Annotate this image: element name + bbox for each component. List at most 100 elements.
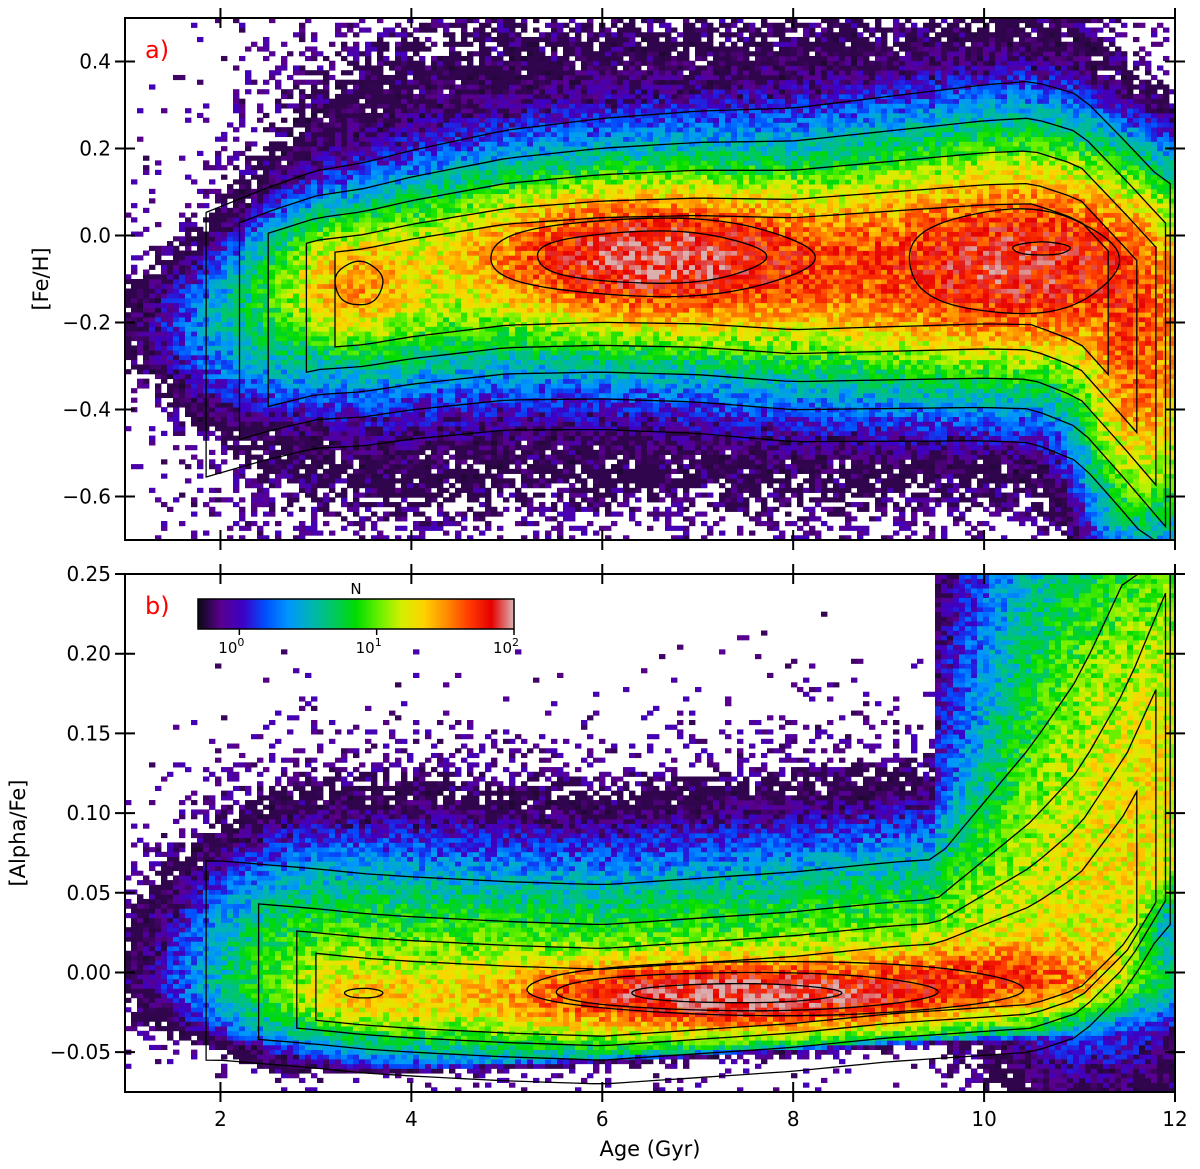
heatmap-cell (191, 512, 197, 517)
heatmap-cell (131, 307, 137, 312)
heatmap-cell (239, 122, 245, 127)
heatmap-cell (143, 312, 149, 317)
heatmap-cell (245, 322, 251, 327)
heatmap-cell (215, 279, 221, 284)
heatmap-cell (131, 293, 137, 298)
heatmap-cell (137, 341, 143, 346)
heatmap-cell (191, 227, 197, 232)
heatmap-cell (149, 336, 155, 341)
heatmap-cell (209, 222, 215, 227)
heatmap-cell (257, 284, 263, 289)
heatmap-cell (215, 388, 221, 393)
heatmap-cell (215, 165, 221, 170)
heatmap-cell (179, 345, 185, 350)
heatmap-cell (263, 440, 269, 445)
heatmap-cell (209, 369, 215, 374)
heatmap-cell (143, 303, 149, 308)
heatmap-cell (161, 246, 167, 251)
heatmap-cell (227, 526, 233, 531)
heatmap-cell (215, 331, 221, 336)
heatmap-cell (227, 208, 233, 213)
heatmap-cell (161, 336, 167, 341)
heatmap-cell (227, 388, 233, 393)
heatmap-cell (251, 322, 257, 327)
heatmap-cell (215, 317, 221, 322)
heatmap-cell (185, 402, 191, 407)
heatmap-cell (245, 208, 251, 213)
heatmap-cell (221, 417, 227, 422)
heatmap-cell (245, 307, 251, 312)
heatmap-cell (233, 421, 239, 426)
heatmap-cell (179, 326, 185, 331)
heatmap-cell (221, 440, 227, 445)
heatmap-cell (131, 270, 137, 275)
heatmap-cell (197, 203, 203, 208)
heatmap-cell (137, 364, 143, 369)
heatmap-cell (185, 288, 191, 293)
heatmap-cell (221, 232, 227, 237)
heatmap-cell (137, 307, 143, 312)
heatmap-cell (257, 531, 263, 536)
heatmap-cell (185, 241, 191, 246)
heatmap-cell (245, 288, 251, 293)
heatmap-cell (179, 293, 185, 298)
heatmap-cell (221, 350, 227, 355)
heatmap-cell (185, 345, 191, 350)
heatmap-cell (131, 398, 137, 403)
heatmap-cell (179, 312, 185, 317)
heatmap-cell (131, 350, 137, 355)
heatmap-cell (251, 279, 257, 284)
heatmap-cell (185, 331, 191, 336)
heatmap-cell (197, 402, 203, 407)
heatmap-cell (215, 383, 221, 388)
heatmap-cell (173, 374, 179, 379)
heatmap-cell (233, 279, 239, 284)
heatmap-cell (251, 284, 257, 289)
heatmap-cell (179, 270, 185, 275)
heatmap-cell (191, 455, 197, 460)
heatmap-cell (209, 241, 215, 246)
heatmap-cell (263, 521, 269, 526)
heatmap-cell (251, 360, 257, 365)
heatmap-cell (251, 407, 257, 412)
heatmap-cell (179, 493, 185, 498)
heatmap-cell (197, 383, 203, 388)
heatmap-cell (185, 222, 191, 227)
heatmap-cell (197, 260, 203, 265)
heatmap-cell (167, 374, 173, 379)
heatmap-cell (209, 179, 215, 184)
heatmap-cell (179, 222, 185, 227)
heatmap-cell (149, 293, 155, 298)
heatmap-cell (209, 279, 215, 284)
heatmap-cell (137, 317, 143, 322)
heatmap-cell (161, 521, 167, 526)
heatmap-cell (167, 412, 173, 417)
heatmap-cell (173, 360, 179, 365)
heatmap-cell (191, 388, 197, 393)
heatmap-cell (155, 312, 161, 317)
heatmap-cell (203, 531, 209, 536)
heatmap-cell (215, 260, 221, 265)
heatmap-cell (227, 341, 233, 346)
heatmap-cell (227, 336, 233, 341)
heatmap-cell (221, 279, 227, 284)
heatmap-cell (167, 260, 173, 265)
heatmap-cell (245, 260, 251, 265)
heatmap-cell (155, 284, 161, 289)
heatmap-cell (173, 251, 179, 256)
heatmap-cell (221, 274, 227, 279)
heatmap-cell (257, 369, 263, 374)
heatmap-cell (221, 194, 227, 199)
heatmap-cell (227, 246, 233, 251)
heatmap-cell (155, 383, 161, 388)
heatmap-cell (191, 360, 197, 365)
heatmap-cell (197, 345, 203, 350)
heatmap-cell (227, 241, 233, 246)
heatmap-cell (239, 497, 245, 502)
heatmap-cell (173, 312, 179, 317)
heatmap-cell (257, 279, 263, 284)
heatmap-cell (143, 360, 149, 365)
heatmap-cell (155, 402, 161, 407)
heatmap-cell (221, 312, 227, 317)
heatmap-cell (131, 464, 137, 469)
